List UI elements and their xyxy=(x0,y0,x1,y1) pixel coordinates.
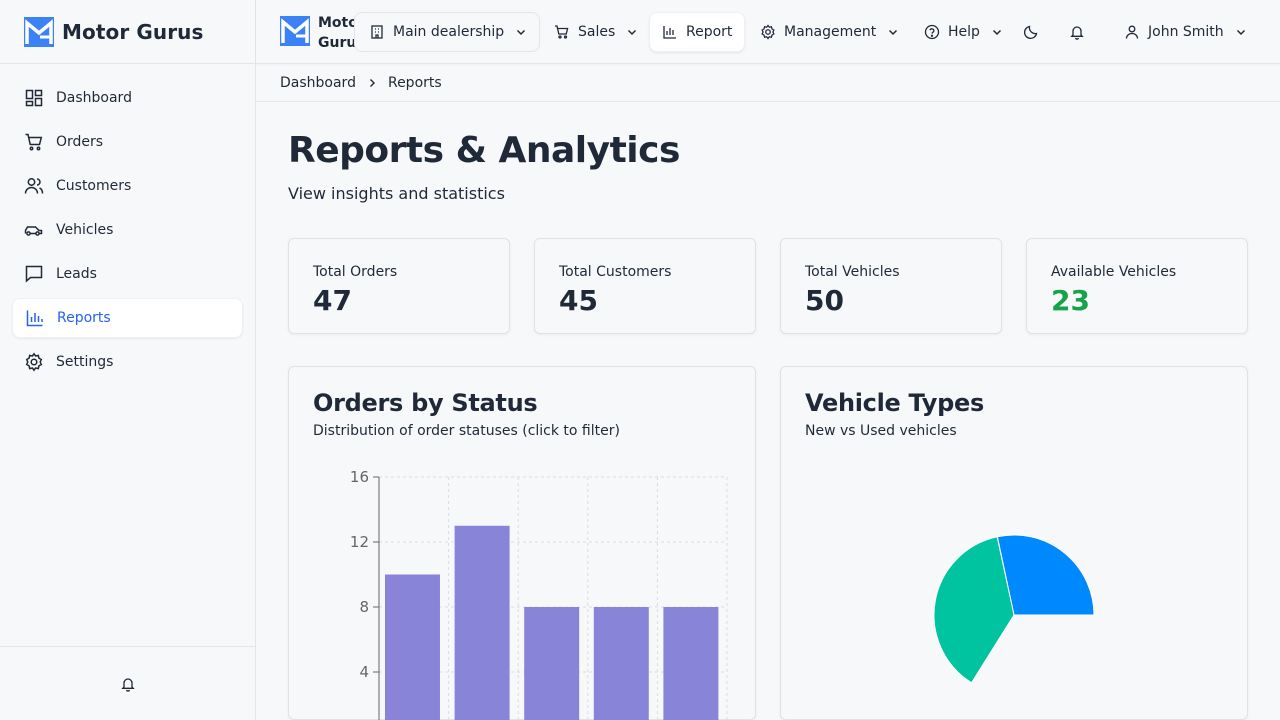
sidebar-item-label: Reports xyxy=(57,310,111,326)
breadcrumb-dashboard[interactable]: Dashboard xyxy=(280,75,356,91)
y-tick-label: 8 xyxy=(359,598,369,616)
sidebar-item-vehicles[interactable]: Vehicles xyxy=(12,210,243,250)
chevron-down-icon xyxy=(889,29,898,36)
sidebar-item-settings[interactable]: Settings xyxy=(12,342,243,382)
stat-label: Total Vehicles xyxy=(805,264,900,280)
report-button[interactable]: Report xyxy=(649,12,746,52)
top-brand-name: Motor Gurus xyxy=(318,13,362,53)
bar-chart-icon xyxy=(26,310,43,327)
pie-slice[interactable] xyxy=(933,536,1015,684)
breadcrumb: Dashboard Reports xyxy=(256,65,1280,102)
sales-menu[interactable]: Sales xyxy=(544,12,649,52)
user-menu[interactable]: John Smith xyxy=(1114,12,1258,52)
chevron-down-icon xyxy=(1236,29,1245,36)
sales-label: Sales xyxy=(578,24,616,40)
building-icon xyxy=(371,25,383,39)
sidebar-item-orders[interactable]: Orders xyxy=(12,122,243,162)
bar[interactable] xyxy=(663,607,719,720)
sidebar-item-leads[interactable]: Leads xyxy=(12,254,243,294)
page-subtitle: View insights and statistics xyxy=(288,184,505,203)
top-brand-line1: Motor xyxy=(318,15,362,31)
stat-value: 47 xyxy=(313,284,352,317)
card-title: Orders by Status xyxy=(313,389,538,417)
sidebar-item-label: Leads xyxy=(56,266,97,282)
brand-name: Motor Gurus xyxy=(62,19,204,44)
stat-value: 50 xyxy=(805,284,844,317)
bar[interactable] xyxy=(593,607,649,720)
users-icon xyxy=(24,178,44,194)
stat-card-available-vehicles: Available Vehicles 23 xyxy=(1026,238,1248,334)
cart-icon xyxy=(25,133,43,151)
stat-label: Total Orders xyxy=(313,264,398,280)
top-brand-line2: Gurus xyxy=(318,35,362,51)
sidebar-item-customers[interactable]: Customers xyxy=(12,166,243,206)
sidebar-item-reports[interactable]: Reports xyxy=(12,298,243,338)
bar[interactable] xyxy=(524,607,580,720)
card-subtitle: New vs Used vehicles xyxy=(805,423,957,439)
dealership-select[interactable]: Main dealership xyxy=(354,12,540,52)
orders-bar-chart: 4 8 12 16 xyxy=(350,468,728,720)
message-icon xyxy=(25,265,43,283)
logo-icon xyxy=(24,16,54,47)
stat-label: Total Customers xyxy=(559,264,672,280)
management-menu[interactable]: Management xyxy=(750,12,910,52)
card-subtitle: Distribution of order statuses (click to… xyxy=(313,423,620,439)
y-tick-label: 12 xyxy=(350,533,369,551)
sidebar-nav: Dashboard Orders Customers Vehicles xyxy=(0,64,255,382)
sidebar-footer xyxy=(0,646,255,720)
bar[interactable] xyxy=(385,574,440,720)
dealership-label: Main dealership xyxy=(393,24,505,40)
moon-icon xyxy=(1023,25,1038,40)
bell-icon[interactable] xyxy=(120,676,136,692)
sidebar-brand[interactable]: Motor Gurus xyxy=(0,0,255,64)
y-tick-label: 4 xyxy=(359,663,369,681)
user-icon xyxy=(1125,25,1139,39)
stat-card-total-vehicles: Total Vehicles 50 xyxy=(780,238,1002,334)
help-label: Help xyxy=(948,24,980,40)
chevron-down-icon xyxy=(992,29,1001,36)
sidebar-item-label: Dashboard xyxy=(56,90,132,106)
logo-icon[interactable] xyxy=(280,16,310,46)
help-menu[interactable]: Help xyxy=(914,12,1014,52)
topbar: Motor Gurus Main dealership Sales Report… xyxy=(256,0,1280,64)
car-icon xyxy=(24,226,43,236)
sidebar-item-label: Orders xyxy=(56,134,104,150)
chevron-right-icon xyxy=(369,79,375,87)
orders-by-status-card: Orders by Status Distribution of order s… xyxy=(288,366,756,720)
user-name: John Smith xyxy=(1148,24,1224,40)
sidebar-item-label: Customers xyxy=(56,178,132,194)
y-tick-label: 16 xyxy=(350,468,369,486)
bell-icon xyxy=(1070,26,1084,40)
chevron-down-icon xyxy=(517,29,526,36)
report-label: Report xyxy=(686,24,733,40)
gear-icon xyxy=(25,352,43,372)
card-title: Vehicle Types xyxy=(805,389,984,417)
theme-toggle[interactable] xyxy=(1019,12,1043,52)
stat-label: Available Vehicles xyxy=(1051,264,1177,280)
gear-icon xyxy=(761,24,775,40)
sidebar-item-dashboard[interactable]: Dashboard xyxy=(12,78,243,118)
sidebar-item-label: Vehicles xyxy=(56,222,114,238)
breadcrumb-current: Reports xyxy=(387,75,442,91)
pie-slice[interactable] xyxy=(996,534,1095,616)
stat-card-total-customers: Total Customers 45 xyxy=(534,238,756,334)
help-circle-icon xyxy=(924,24,940,40)
stat-value: 23 xyxy=(1051,284,1090,317)
vehicle-pie-chart xyxy=(933,534,1095,684)
stat-card-total-orders: Total Orders 47 xyxy=(288,238,510,334)
stat-value: 45 xyxy=(559,284,598,317)
bar[interactable] xyxy=(454,525,510,720)
notifications-button[interactable] xyxy=(1065,12,1089,52)
management-label: Management xyxy=(784,24,877,40)
cart-icon xyxy=(555,25,569,39)
sidebar-item-label: Settings xyxy=(56,354,114,370)
bar-chart-icon xyxy=(663,26,676,39)
page-title: Reports & Analytics xyxy=(288,130,680,171)
chevron-down-icon xyxy=(628,29,637,36)
vehicle-types-card: Vehicle Types New vs Used vehicles xyxy=(780,366,1248,720)
sidebar: Motor Gurus Dashboard Orders Customers xyxy=(0,0,256,720)
dashboard-icon xyxy=(25,89,43,107)
